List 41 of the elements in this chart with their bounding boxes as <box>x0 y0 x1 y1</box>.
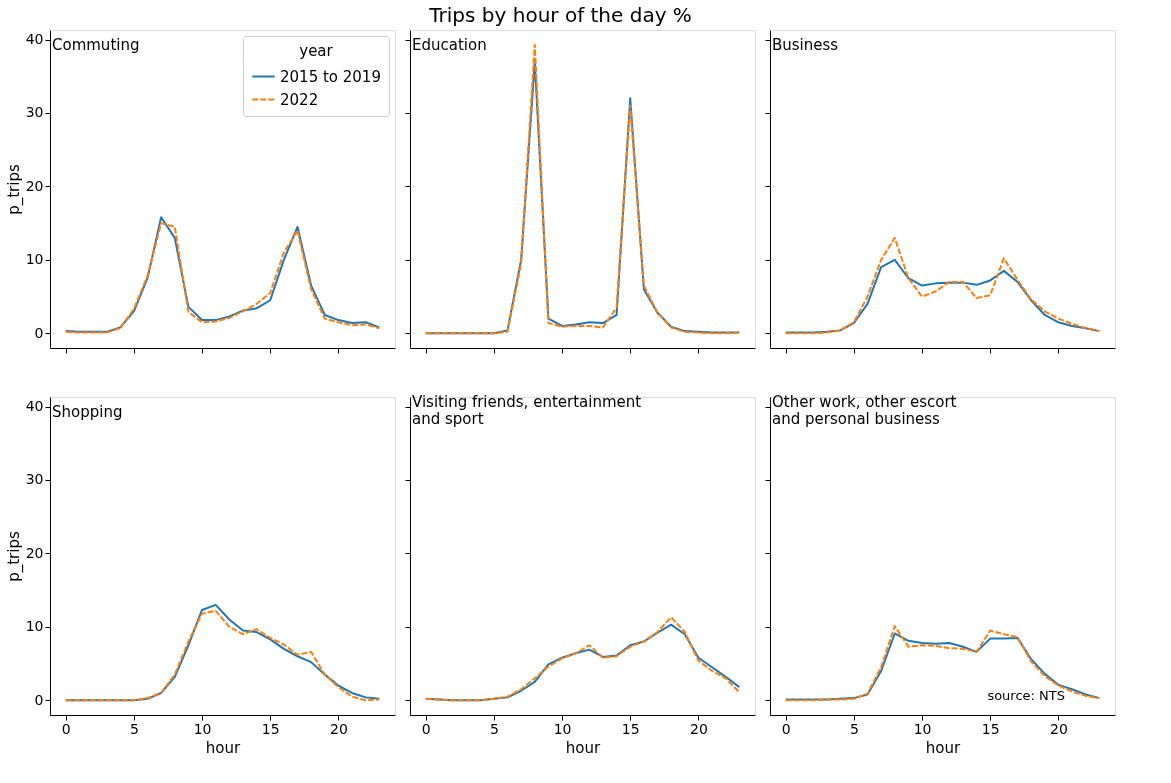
text: Trips by hour of the day % <box>428 2 692 27</box>
y-tick-label: 0 <box>34 324 44 341</box>
x-tick-label: 20 <box>330 720 348 737</box>
x-tick-label: 20 <box>1049 720 1068 737</box>
y-tick-label: 30 <box>25 104 44 121</box>
x-tick-label: 15 <box>621 720 640 737</box>
chart-title: Visiting friends, entertainment and sport <box>412 393 642 428</box>
x-tick-label: 0 <box>781 720 791 737</box>
chart-title: Business <box>772 36 839 54</box>
legend-label: 2022 <box>280 90 319 109</box>
y-tick-label: 30 <box>25 471 44 488</box>
x-tick-label: 5 <box>489 720 499 737</box>
y-axis-title: p_trips <box>4 531 24 582</box>
y-tick-label: 40 <box>25 398 44 415</box>
chart-title: Other work, other escort and personal business <box>772 393 957 428</box>
legend-label: 2015 to 2019 <box>280 67 381 86</box>
x-tick-label: 15 <box>261 720 280 737</box>
annotation: source: NTS <box>987 688 1065 703</box>
y-axis-title: p_trips <box>4 164 24 215</box>
x-axis-title: hour <box>205 738 242 757</box>
x-tick-label: 0 <box>61 720 71 737</box>
x-tick-label: 10 <box>913 720 932 737</box>
x-tick-label: 15 <box>981 720 1000 737</box>
x-tick-label: 5 <box>129 720 139 737</box>
y-tick-label: 40 <box>25 31 44 48</box>
chart-title: Shopping <box>52 403 123 421</box>
chart-title: Education <box>412 36 487 54</box>
x-tick-label: 10 <box>553 720 572 737</box>
y-tick-label: 10 <box>25 251 44 268</box>
x-tick-label: 5 <box>849 720 859 737</box>
legend-title: year <box>299 42 334 60</box>
y-tick-label: 0 <box>34 691 44 708</box>
chart-title: Commuting <box>52 36 140 54</box>
y-tick-label: 10 <box>25 618 44 635</box>
x-tick-label: 20 <box>689 720 708 737</box>
y-tick-label: 20 <box>25 177 44 194</box>
x-axis-title: hour <box>925 738 962 757</box>
x-tick-label: 10 <box>193 720 212 737</box>
y-tick-label: 20 <box>25 544 44 561</box>
x-tick-label: 0 <box>421 720 431 737</box>
x-axis-title: hour <box>565 738 602 757</box>
